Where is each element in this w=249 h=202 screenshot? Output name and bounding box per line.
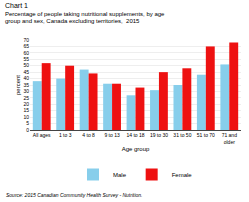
svg-text:4 to 8: 4 to 8: [82, 132, 95, 138]
svg-text:35: 35: [23, 82, 29, 88]
svg-text:All ages: All ages: [33, 132, 51, 138]
svg-text:14 to 18: 14 to 18: [126, 132, 144, 138]
svg-text:25: 25: [23, 95, 29, 101]
svg-text:45: 45: [23, 69, 29, 75]
svg-text:Chart 1Percentage of people ta: Chart 1Percentage of people taking nutri…: [5, 2, 165, 25]
svg-text:5: 5: [26, 120, 29, 126]
svg-text:20: 20: [23, 101, 29, 107]
svg-text:percent: percent: [15, 75, 21, 95]
svg-text:0: 0: [26, 127, 29, 133]
svg-text:1 to 3: 1 to 3: [59, 132, 72, 138]
svg-text:60: 60: [23, 50, 29, 56]
svg-text:50: 50: [23, 62, 29, 68]
svg-text:Female: Female: [172, 172, 193, 178]
svg-text:71 andolder: 71 andolder: [222, 132, 238, 145]
svg-text:Male: Male: [113, 172, 127, 178]
svg-text:51 to 70: 51 to 70: [197, 132, 215, 138]
svg-text:10: 10: [23, 114, 29, 120]
svg-text:55: 55: [23, 56, 29, 62]
svg-text:Age group: Age group: [122, 146, 150, 152]
svg-text:70: 70: [23, 37, 29, 43]
svg-text:19 to 30: 19 to 30: [150, 132, 168, 138]
svg-text:30: 30: [23, 88, 29, 94]
svg-text:15: 15: [23, 107, 29, 113]
svg-text:9 to 13: 9 to 13: [104, 132, 120, 138]
svg-text:Source: 2015 Canadian Communit: Source: 2015 Canadian Community Health S…: [6, 192, 142, 198]
svg-text:40: 40: [23, 75, 29, 81]
svg-text:31 to 50: 31 to 50: [173, 132, 191, 138]
svg-text:65: 65: [23, 43, 29, 49]
